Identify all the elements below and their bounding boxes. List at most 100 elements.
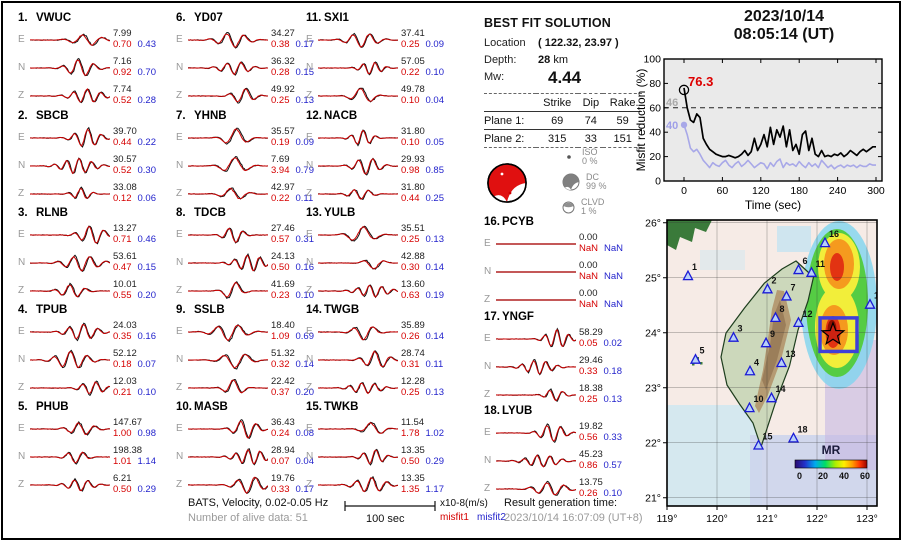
waveform-trace [188, 155, 268, 172]
channel-label: N [176, 354, 184, 365]
trace-row: N 7.69 3.94 0.79 [176, 152, 330, 179]
iso-pct: 0 % [582, 156, 598, 166]
misfit2-value: 0.05 [425, 136, 445, 148]
svg-text:123°: 123° [856, 513, 878, 525]
trace-values: 58.29 0.05 0.02 [579, 327, 622, 349]
waveform-trace [318, 448, 398, 466]
misfit1-value: 0.44 [401, 192, 420, 204]
misfit2-value: 0.10 [295, 289, 315, 301]
waveform-trace [188, 127, 268, 145]
misfit1-value: 0.22 [271, 192, 290, 204]
trace-values: 53.61 0.47 0.15 [113, 251, 157, 273]
trace-row: Z 19.76 0.33 0.17 [176, 471, 330, 498]
station-block: 14. TWGB E 35.89 0.26 0.14 N 28.74 0.31 0.11 Z 12.… [306, 304, 460, 401]
station-block: 11. SXI1 E 37.41 0.25 0.09 N 57.05 0.22 0.10 Z 49.… [306, 12, 460, 109]
channel-label: Z [176, 479, 183, 490]
svg-text:25°: 25° [645, 272, 661, 284]
map-station-marker [780, 290, 793, 301]
channel-label: N [176, 257, 184, 268]
svg-text:21°: 21° [645, 492, 661, 504]
map-station-marker [743, 401, 756, 413]
map-station-marker [760, 336, 772, 348]
trace-values: 35.57 0.19 0.09 [271, 126, 314, 148]
misfit1-value: 0.26 [401, 330, 420, 342]
decomposition-clvd: CLVD 1 % [562, 196, 607, 218]
gen-time-value: 2023/10/14 16:07:09 (UT+8) [504, 512, 643, 524]
trace-row: E 13.27 0.71 0.46 [18, 221, 172, 248]
misfit1-value: 0.37 [271, 386, 290, 398]
channel-label: Z [484, 389, 491, 400]
misfit2-value: 0.19 [425, 289, 445, 301]
misfit2-value: 0.98 [137, 427, 157, 439]
svg-text:17: 17 [874, 291, 884, 301]
gen-time-label: Result generation time: [504, 497, 618, 509]
trace-values: 42.97 0.22 0.11 [271, 182, 313, 204]
svg-text:11: 11 [816, 259, 826, 269]
trace-values: 18.38 0.25 0.13 [579, 383, 622, 405]
misfit2-value: 1.02 [425, 427, 445, 439]
misfit1-value: 0.50 [401, 455, 420, 467]
svg-text:0: 0 [655, 176, 661, 188]
misfit1-value: 0.21 [113, 386, 132, 398]
misfit1-value: 0.28 [271, 66, 290, 78]
svg-text:60: 60 [649, 102, 661, 114]
channel-label: E [306, 132, 313, 143]
depth-label: Depth: [484, 54, 517, 66]
station-name: RLNB [36, 207, 68, 219]
amplitude-value: 35.57 [271, 126, 295, 137]
trace-row: E 18.40 1.09 0.69 [176, 318, 330, 345]
amplitude-value: 13.35 [401, 473, 425, 484]
trace-row: N 0.00 NaN NaN [484, 258, 638, 285]
amplitude-value: 147.67 [113, 417, 143, 428]
plane1-rake: 59 [603, 111, 642, 130]
trace-row: E 24.03 0.35 0.16 [18, 318, 172, 345]
svg-text:120: 120 [752, 185, 770, 197]
trace-row: Z 10.01 0.55 0.20 [18, 277, 172, 304]
channel-label: N [306, 257, 314, 268]
waveform-trace [496, 358, 576, 375]
trace-values: 13.75 0.26 0.10 [579, 477, 622, 499]
misfit2-value: 0.22 [137, 136, 157, 148]
trace-row: Z 13.35 1.35 1.17 [306, 471, 460, 498]
misfit2-value: 0.70 [137, 66, 157, 78]
amplitude-value: 27.46 [271, 223, 295, 234]
dc-pct: 99 % [586, 181, 607, 191]
waveform-trace [188, 418, 268, 439]
trace-values: 13.35 0.50 0.29 [401, 445, 444, 467]
channel-label: E [18, 423, 25, 434]
waveform-trace [318, 325, 398, 340]
misfit2-value: 0.15 [137, 261, 157, 273]
station-name: SXI1 [324, 12, 349, 24]
trace-row: Z 41.69 0.23 0.10 [176, 277, 330, 304]
misfit2-legend: misfit2 [477, 512, 506, 523]
svg-text:20: 20 [649, 151, 661, 163]
station-number: 4. [18, 304, 28, 316]
station-number: 6. [176, 12, 186, 24]
svg-text:16: 16 [829, 229, 839, 239]
trace-row: N 13.35 0.50 0.29 [306, 443, 460, 470]
trace-values: 28.74 0.31 0.11 [401, 348, 443, 370]
trace-values: 7.69 3.94 0.79 [271, 154, 314, 176]
channel-label: Z [306, 382, 313, 393]
misfit1-value: 0.25 [579, 393, 598, 405]
station-block: 16. PCYB E 0.00 NaN NaN N 0.00 NaN NaN Z 0.00 NaN Na… [484, 216, 638, 313]
trace-values: 41.69 0.23 0.10 [271, 279, 315, 301]
trace-values: 13.35 1.35 1.17 [401, 473, 444, 495]
channel-label: Z [176, 382, 183, 393]
trace-row: N 24.13 0.50 0.16 [176, 249, 330, 276]
misfit1-value: 0.05 [579, 337, 598, 349]
focal-mechanism-area: ISO 0 % DC 99 % CLVD 1 % [484, 147, 656, 224]
trace-values: 0.00 NaN NaN [579, 288, 623, 310]
trace-row: Z 18.38 0.25 0.13 [484, 381, 638, 408]
waveform-trace [496, 270, 576, 273]
trace-values: 33.08 0.12 0.06 [113, 182, 156, 204]
channel-label: E [306, 229, 313, 240]
svg-text:4: 4 [754, 357, 759, 367]
amplitude-value: 31.80 [401, 126, 425, 137]
alive-data-count: Number of alive data: 51 [188, 512, 308, 524]
station-number: 8. [176, 207, 186, 219]
svg-text:8: 8 [780, 304, 785, 314]
misfit2-value: 0.29 [137, 483, 157, 495]
trace-row: Z 12.03 0.21 0.10 [18, 374, 172, 401]
amplitude-value: 10.01 [113, 279, 137, 290]
